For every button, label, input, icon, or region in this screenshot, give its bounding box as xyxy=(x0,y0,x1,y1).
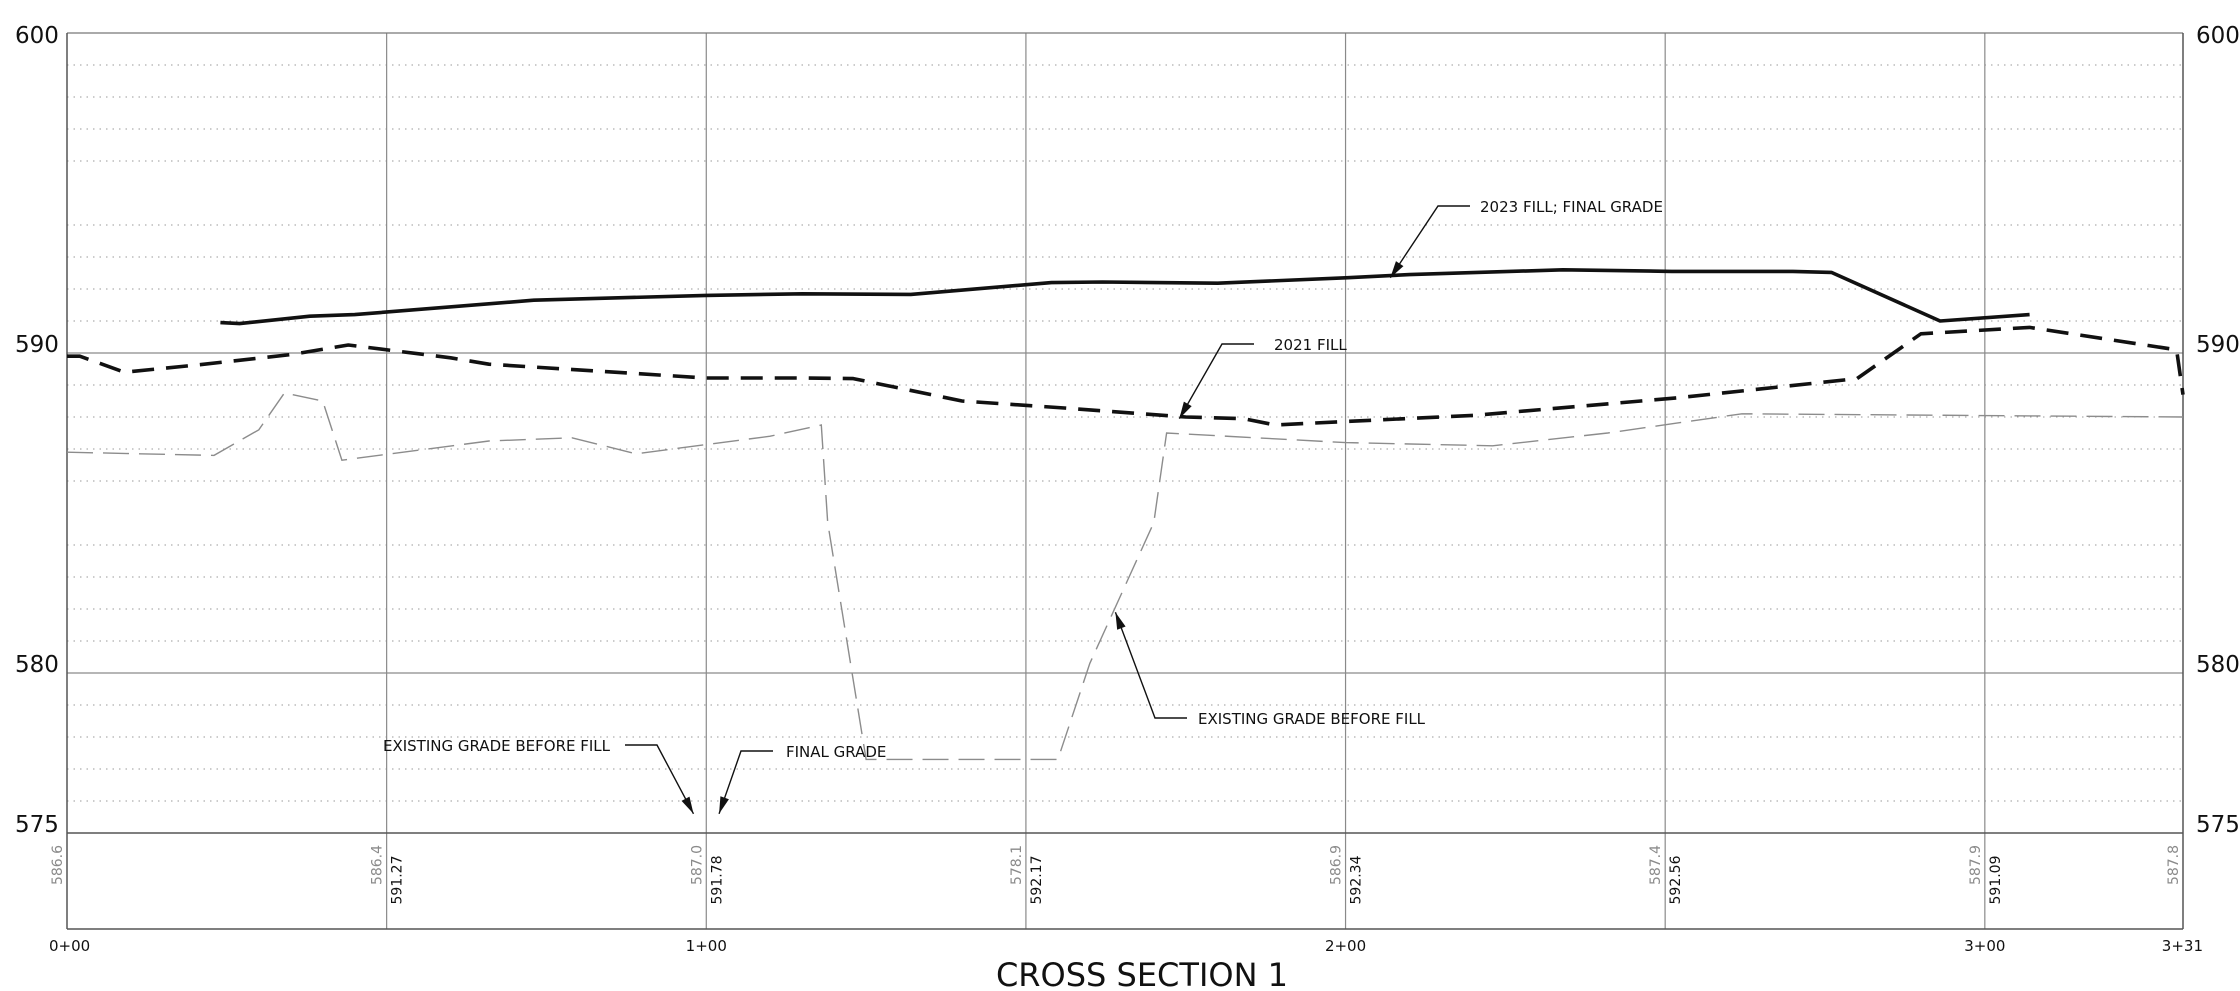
final-elevation-value: 591.27 xyxy=(390,856,406,905)
annotation-label: 2021 FILL xyxy=(1274,336,1347,354)
annotation-arrowhead xyxy=(1115,612,1126,630)
y-tick-label-left: 575 xyxy=(15,812,59,838)
series-line-existing xyxy=(66,392,2184,761)
annotation-arrowhead xyxy=(719,796,729,814)
x-tick-label: 0+00 xyxy=(49,937,90,955)
final-elevation-value: 592.17 xyxy=(1029,856,1045,905)
annotation-label: FINAL GRADE xyxy=(786,743,886,761)
axis-layer: 600 600 590 590 580 580 575 575 0+00 1+00 2+00 3+00… xyxy=(15,23,2240,955)
series-line-final xyxy=(220,268,2030,326)
x-tick-label: 3+31 xyxy=(2162,937,2203,955)
y-tick-label-left: 590 xyxy=(15,332,59,358)
existing-elevation-value: 586.9 xyxy=(1329,845,1345,885)
annotation-arrowhead xyxy=(1179,401,1192,419)
annotation-arrowhead xyxy=(681,796,694,814)
annotation-arrowhead xyxy=(1390,261,1404,278)
final-elevation-value: 591.09 xyxy=(1988,856,2004,905)
chart-title: CROSS SECTION 1 xyxy=(996,956,1288,991)
annotation-leader xyxy=(1178,343,1254,419)
annotation-label: EXISTING GRADE BEFORE FILL xyxy=(1198,710,1426,728)
final-elevation-value: 592.56 xyxy=(1668,855,1684,904)
x-tick-label: 1+00 xyxy=(686,937,727,955)
annotation-label: 2023 FILL; FINAL GRADE xyxy=(1480,198,1663,216)
grid xyxy=(66,32,2184,930)
existing-elevation-value: 587.0 xyxy=(689,845,705,885)
x-tick-label: 2+00 xyxy=(1325,937,1366,955)
existing-elevation-value: 587.9 xyxy=(1968,845,1984,885)
elevation-table: 586.6 586.4 591.27 587.0 591.78 578.1 592.17 58… xyxy=(50,845,2182,905)
y-tick-label-right: 600 xyxy=(2196,23,2240,49)
existing-elevation-value: 586.4 xyxy=(370,845,386,885)
y-tick-label-right: 580 xyxy=(2196,652,2240,678)
annotation-leader xyxy=(1114,611,1187,719)
series-line-fill2021 xyxy=(67,325,2185,427)
y-tick-label-right: 575 xyxy=(2196,812,2240,838)
annotation-leader xyxy=(718,750,773,815)
annotation-layer: 2023 FILL; FINAL GRADE 2021 FILL EXISTING … xyxy=(383,198,1663,815)
existing-elevation-value: 587.8 xyxy=(2166,845,2182,885)
existing-elevation-value: 586.6 xyxy=(50,845,66,885)
annotation-leader xyxy=(625,744,695,815)
final-elevation-value: 592.34 xyxy=(1349,855,1365,904)
annotation-label: EXISTING GRADE BEFORE FILL xyxy=(383,737,611,755)
final-elevation-value: 591.78 xyxy=(709,856,725,905)
y-tick-label-right: 590 xyxy=(2196,332,2240,358)
series-layer xyxy=(66,268,2185,761)
y-tick-label-left: 580 xyxy=(15,652,59,678)
annotation-leader xyxy=(1389,205,1470,279)
existing-elevation-value: 587.4 xyxy=(1648,845,1664,885)
y-tick-label-left: 600 xyxy=(15,23,59,49)
existing-elevation-value: 578.1 xyxy=(1009,845,1025,885)
x-tick-label: 3+00 xyxy=(1964,937,2005,955)
